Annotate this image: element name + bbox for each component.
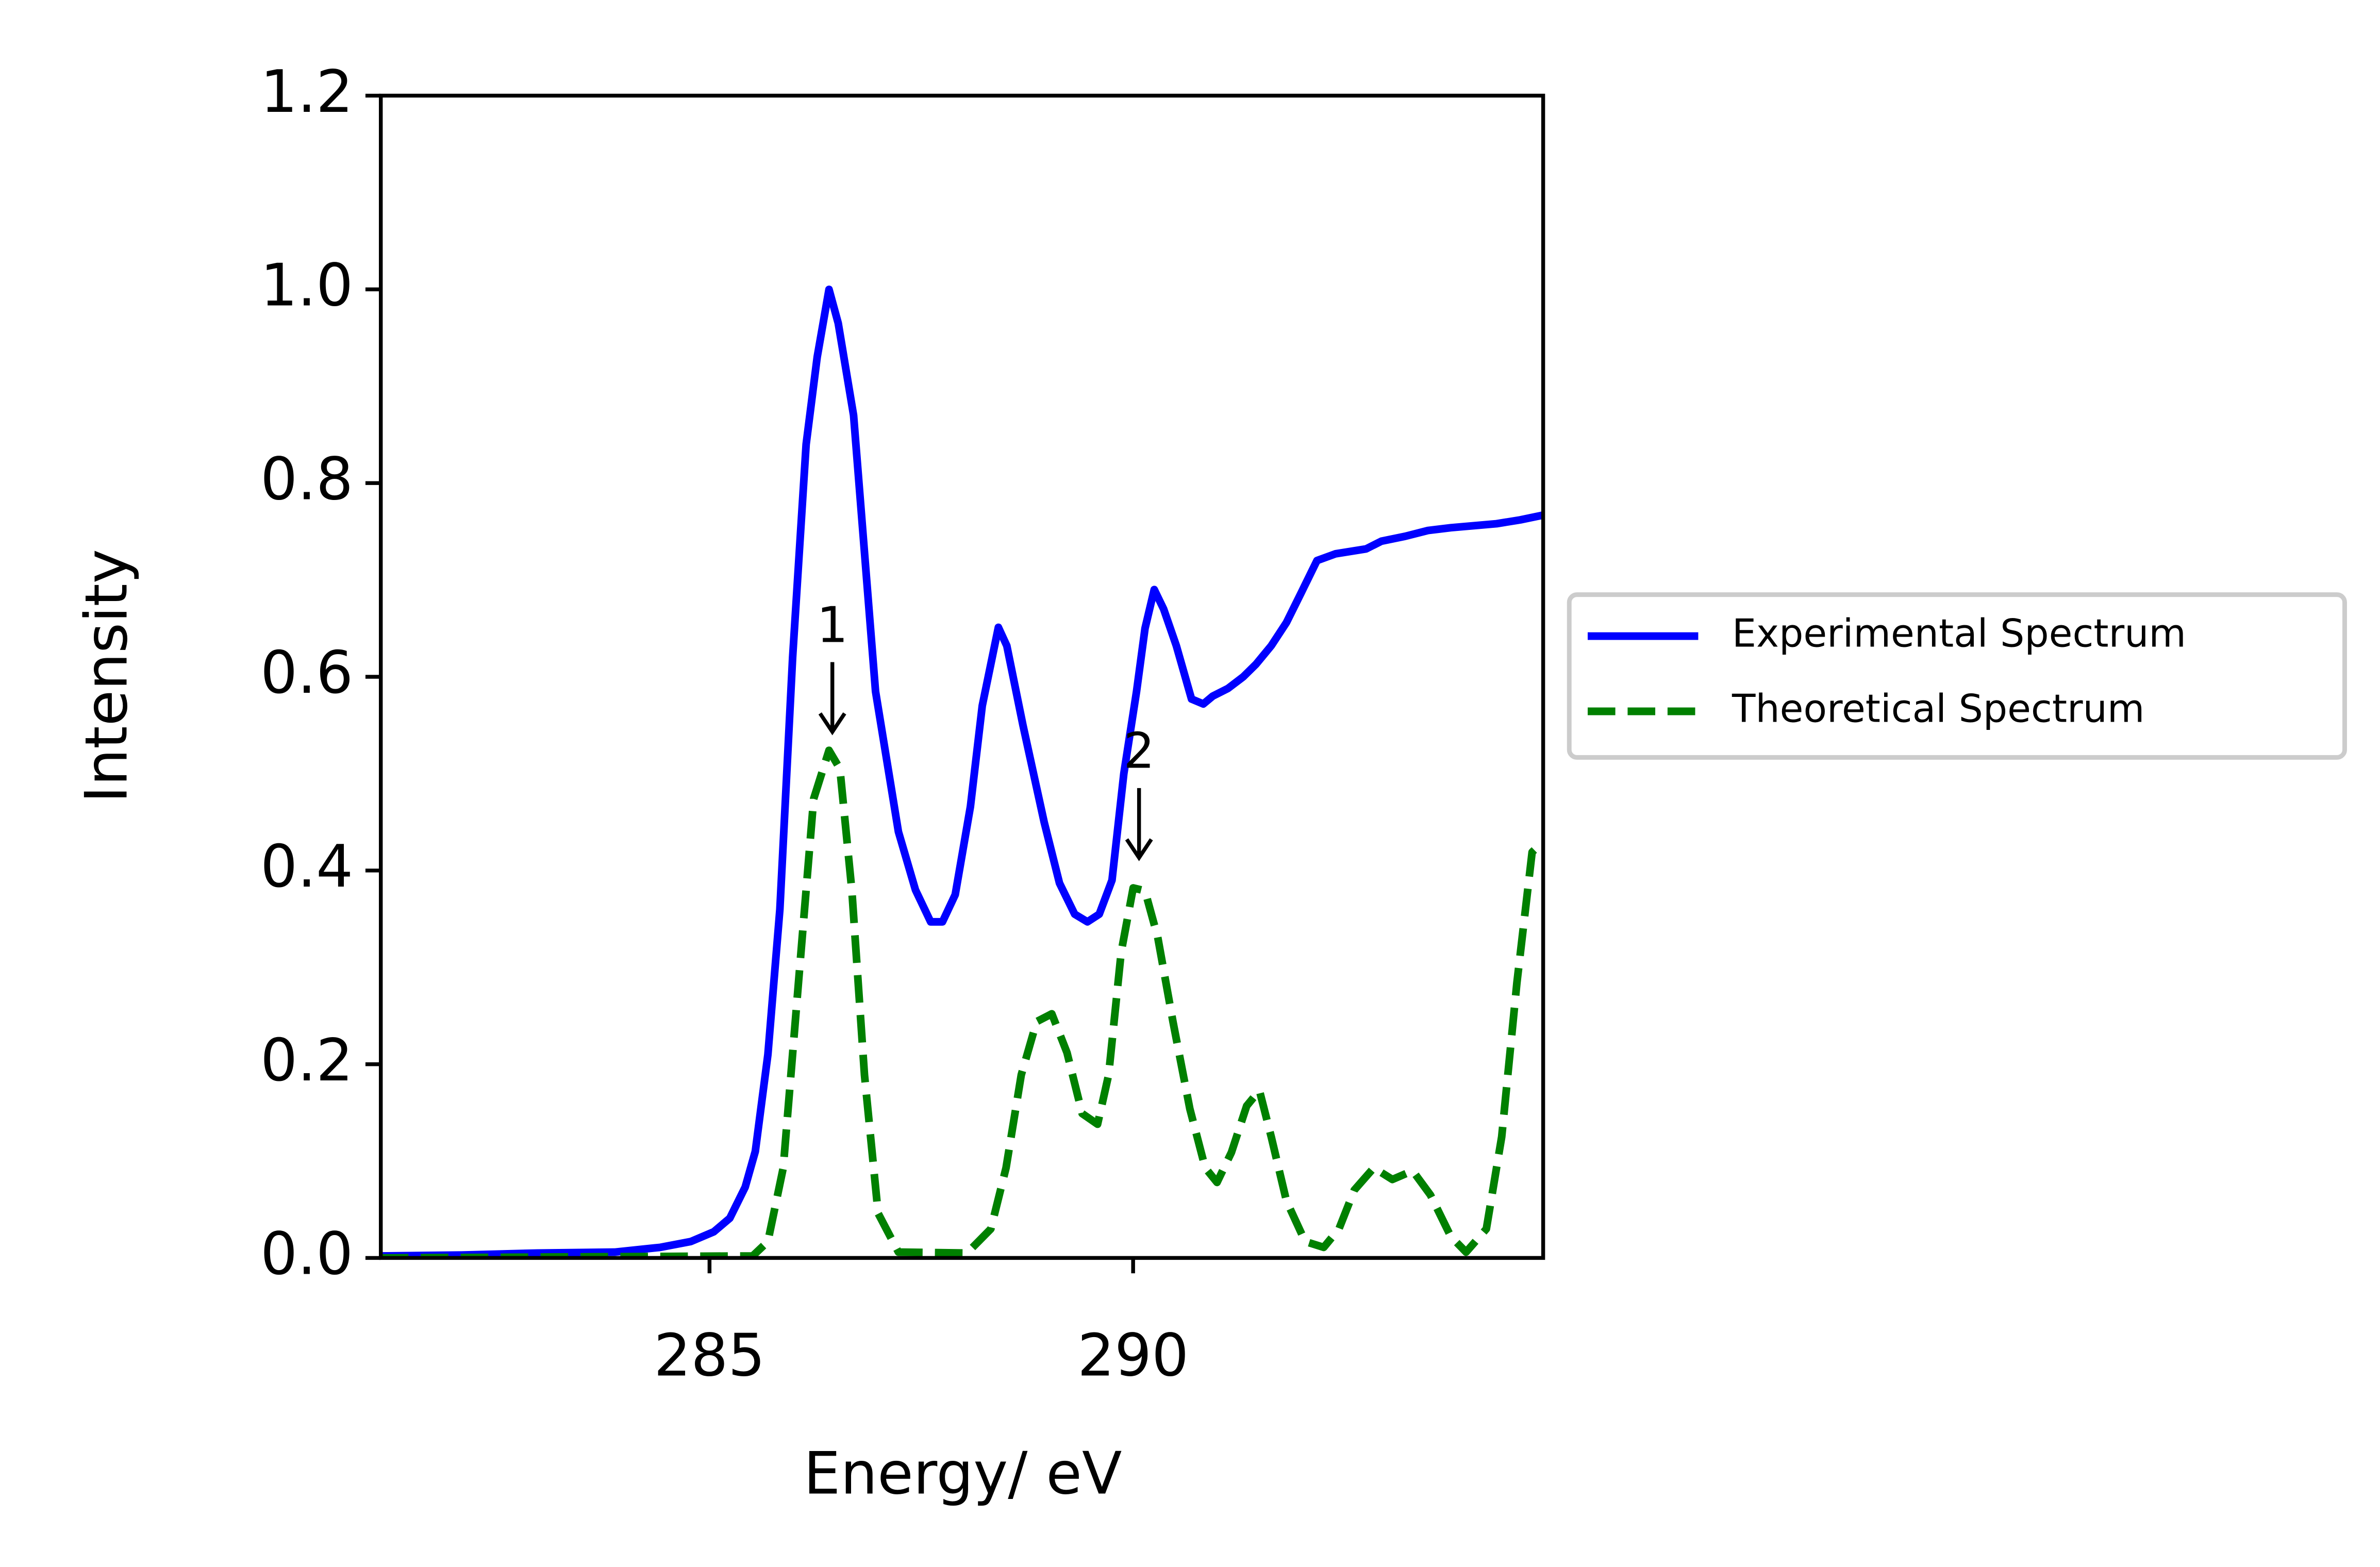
annotation-arrow: [1125, 788, 1153, 861]
x-tick-label: 285: [654, 1321, 765, 1389]
legend-label: Theoretical Spectrum: [1732, 687, 2144, 731]
annotation-label: 1: [817, 597, 848, 654]
annotation-arrow: [818, 662, 846, 736]
y-tick-label: 0.2: [260, 1026, 353, 1094]
y-axis-label: Intensity: [73, 549, 141, 803]
series-line: [380, 286, 1543, 1258]
x-axis-label: Energy/ eV: [804, 1440, 1122, 1508]
y-tick-label: 0.6: [260, 639, 353, 707]
series-line: [380, 746, 1543, 1258]
y-tick-label: 0.8: [260, 445, 353, 513]
annotation-label: 2: [1123, 723, 1155, 780]
plot-frame: [378, 93, 1545, 1260]
y-tick-label: 0.4: [260, 832, 353, 901]
y-tick-label: 1.2: [260, 58, 353, 126]
y-tick-label: 1.0: [260, 252, 353, 320]
y-tick-label: 0.0: [260, 1220, 353, 1288]
legend-box: [1567, 592, 2347, 760]
x-tick-label: 290: [1077, 1321, 1189, 1389]
legend-label: Experimental Spectrum: [1732, 611, 2186, 656]
